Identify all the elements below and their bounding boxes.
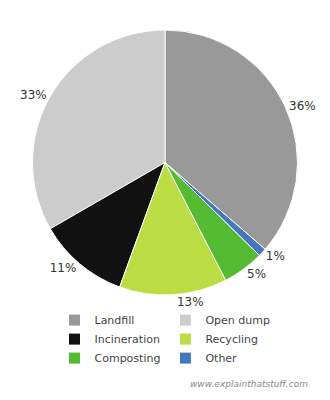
- svg-text:5%: 5%: [247, 267, 266, 281]
- svg-text:www.explainthatstuff.com: www.explainthatstuff.com: [190, 379, 308, 389]
- svg-text:Incineration: Incineration: [95, 333, 160, 346]
- svg-text:33%: 33%: [20, 88, 47, 102]
- svg-text:11%: 11%: [50, 261, 77, 275]
- svg-text:Recycling: Recycling: [205, 333, 258, 346]
- svg-text:Composting: Composting: [95, 352, 161, 365]
- svg-text:Open dump: Open dump: [205, 314, 270, 327]
- svg-text:Landfill: Landfill: [95, 314, 135, 327]
- svg-text:1%: 1%: [266, 249, 285, 263]
- svg-text:13%: 13%: [176, 294, 204, 309]
- svg-text:Other: Other: [205, 352, 237, 365]
- svg-text:36%: 36%: [289, 99, 316, 113]
